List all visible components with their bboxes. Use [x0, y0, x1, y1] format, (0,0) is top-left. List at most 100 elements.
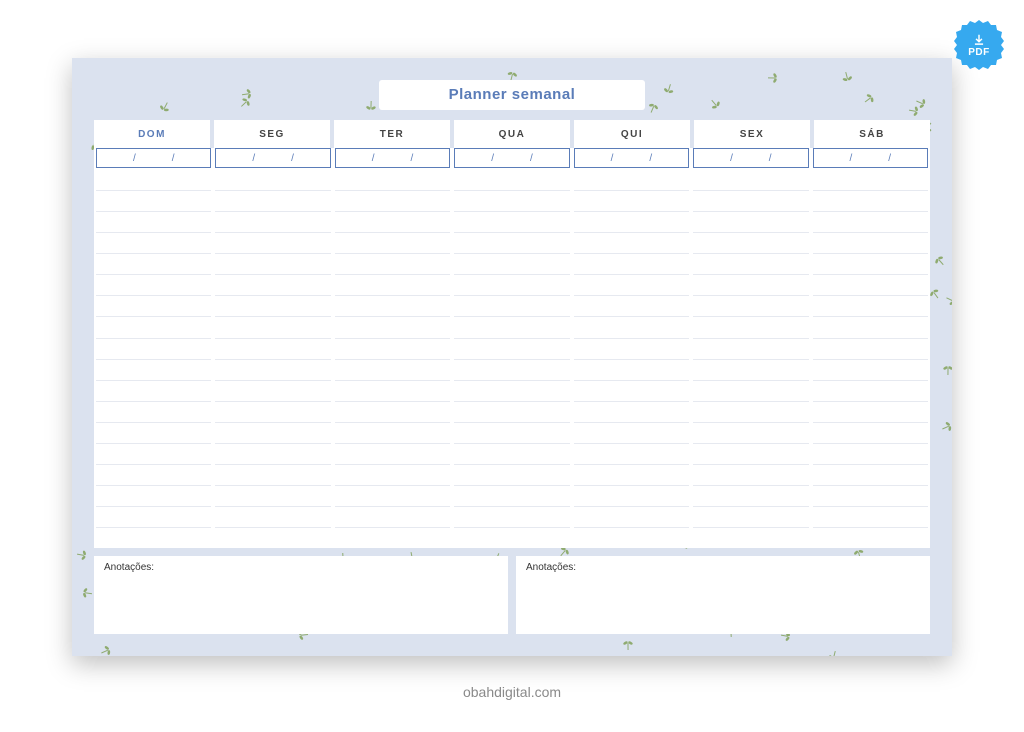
- line-row: [693, 191, 808, 212]
- line-row: [215, 423, 330, 444]
- day-header: SÁB: [814, 120, 930, 148]
- title-box: Planner semanal: [379, 80, 646, 110]
- date-cell: //: [454, 148, 569, 168]
- line-row: [574, 423, 689, 444]
- line-row: [335, 233, 450, 254]
- table-header-row: DOMSEGTERQUAQUISEXSÁB: [94, 120, 930, 148]
- day-header: DOM: [94, 120, 214, 148]
- notes-box-2: Anotações:: [516, 556, 930, 634]
- line-row: [693, 212, 808, 233]
- line-row: [215, 170, 330, 191]
- line-row: [813, 423, 928, 444]
- line-row: [335, 381, 450, 402]
- line-row: [335, 296, 450, 317]
- line-row: [96, 465, 211, 486]
- line-row: [335, 465, 450, 486]
- date-row: //////////////: [94, 148, 930, 168]
- line-row: [215, 402, 330, 423]
- line-row: [813, 233, 928, 254]
- line-row: [454, 233, 569, 254]
- line-row: [215, 360, 330, 381]
- line-row: [813, 381, 928, 402]
- line-row: [813, 317, 928, 338]
- line-row: [215, 486, 330, 507]
- line-row: [693, 296, 808, 317]
- line-row: [96, 317, 211, 338]
- line-row: [96, 528, 211, 548]
- line-row: [96, 170, 211, 191]
- line-row: [574, 170, 689, 191]
- line-row: [693, 233, 808, 254]
- line-row: [215, 507, 330, 528]
- line-row: [454, 170, 569, 191]
- line-row: [693, 317, 808, 338]
- line-row: [335, 402, 450, 423]
- day-column: [96, 170, 211, 548]
- line-row: [693, 275, 808, 296]
- line-row: [693, 465, 808, 486]
- line-row: [96, 381, 211, 402]
- line-row: [574, 233, 689, 254]
- line-row: [454, 381, 569, 402]
- line-row: [693, 381, 808, 402]
- date-cell: //: [574, 148, 689, 168]
- line-row: [813, 339, 928, 360]
- line-row: [335, 254, 450, 275]
- line-row: [693, 254, 808, 275]
- line-row: [574, 402, 689, 423]
- line-row: [813, 212, 928, 233]
- pdf-download-badge[interactable]: PDF: [952, 18, 1006, 72]
- line-row: [574, 317, 689, 338]
- line-row: [454, 212, 569, 233]
- line-row: [693, 360, 808, 381]
- notes-row: Anotações: Anotações:: [94, 556, 930, 634]
- day-column: [215, 170, 330, 548]
- line-row: [215, 275, 330, 296]
- line-row: [574, 339, 689, 360]
- planner-card: Planner semanal DOMSEGTERQUAQUISEXSÁB //…: [72, 58, 952, 656]
- line-row: [215, 254, 330, 275]
- line-row: [693, 423, 808, 444]
- line-row: [454, 191, 569, 212]
- line-row: [454, 317, 569, 338]
- date-cell: //: [813, 148, 928, 168]
- day-header: SEX: [694, 120, 814, 148]
- line-row: [215, 381, 330, 402]
- date-cell: //: [215, 148, 330, 168]
- line-row: [335, 275, 450, 296]
- day-header: QUI: [574, 120, 694, 148]
- line-row: [335, 339, 450, 360]
- line-row: [96, 212, 211, 233]
- line-row: [96, 254, 211, 275]
- line-row: [96, 339, 211, 360]
- line-row: [335, 444, 450, 465]
- line-row: [215, 339, 330, 360]
- line-row: [454, 486, 569, 507]
- line-row: [215, 296, 330, 317]
- line-row: [96, 191, 211, 212]
- line-row: [335, 170, 450, 191]
- line-row: [813, 444, 928, 465]
- line-row: [215, 317, 330, 338]
- line-row: [574, 465, 689, 486]
- line-row: [454, 402, 569, 423]
- line-row: [574, 528, 689, 548]
- line-row: [693, 444, 808, 465]
- line-row: [215, 444, 330, 465]
- weekly-table: DOMSEGTERQUAQUISEXSÁB //////////////: [94, 120, 930, 548]
- line-row: [574, 191, 689, 212]
- line-row: [96, 360, 211, 381]
- line-row: [335, 360, 450, 381]
- line-row: [454, 254, 569, 275]
- line-row: [454, 360, 569, 381]
- line-row: [215, 212, 330, 233]
- line-row: [813, 254, 928, 275]
- line-row: [693, 528, 808, 548]
- line-row: [574, 486, 689, 507]
- line-row: [813, 507, 928, 528]
- grid-body: [94, 170, 930, 548]
- line-row: [215, 528, 330, 548]
- day-column: [454, 170, 569, 548]
- notes-label: Anotações:: [526, 562, 576, 573]
- line-row: [693, 402, 808, 423]
